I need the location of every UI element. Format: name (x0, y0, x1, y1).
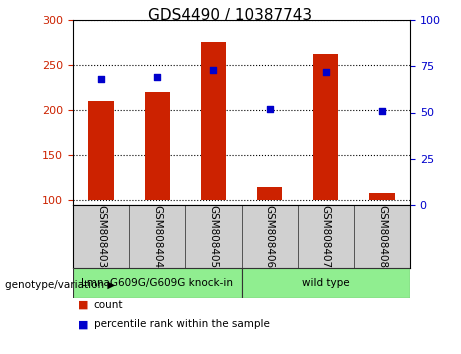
Text: GSM808404: GSM808404 (152, 205, 162, 268)
Point (97, 76, 105, 82)
Text: ■: ■ (77, 319, 88, 330)
Bar (89, 101, 113, 200)
Bar (257, 187, 282, 200)
Bar (242, 268, 410, 298)
Bar (73, 205, 129, 268)
Text: GSM808407: GSM808407 (321, 205, 331, 268)
Text: GDS4490 / 10387743: GDS4490 / 10387743 (148, 8, 313, 23)
Bar (298, 205, 354, 268)
Point (154, 75, 161, 80)
Bar (369, 193, 395, 200)
Point (378, 108, 386, 114)
Text: LmnaG609G/G609G knock-in: LmnaG609G/G609G knock-in (81, 278, 233, 288)
Text: GSM808408: GSM808408 (377, 205, 387, 268)
Bar (313, 54, 338, 200)
Point (322, 69, 330, 75)
Text: count: count (94, 300, 123, 310)
Bar (145, 92, 170, 200)
Text: percentile rank within the sample: percentile rank within the sample (94, 319, 270, 330)
Bar (201, 42, 226, 200)
Point (266, 106, 273, 112)
Text: GSM808403: GSM808403 (96, 205, 106, 268)
Text: GSM808406: GSM808406 (265, 205, 275, 268)
Text: wild type: wild type (302, 278, 349, 288)
Text: ■: ■ (77, 300, 88, 310)
Text: genotype/variation ▶: genotype/variation ▶ (5, 280, 115, 290)
Text: GSM808405: GSM808405 (208, 205, 219, 268)
Bar (354, 205, 410, 268)
Point (210, 67, 217, 73)
Bar (73, 268, 242, 298)
Bar (129, 205, 185, 268)
Bar (242, 205, 298, 268)
Bar (185, 205, 242, 268)
